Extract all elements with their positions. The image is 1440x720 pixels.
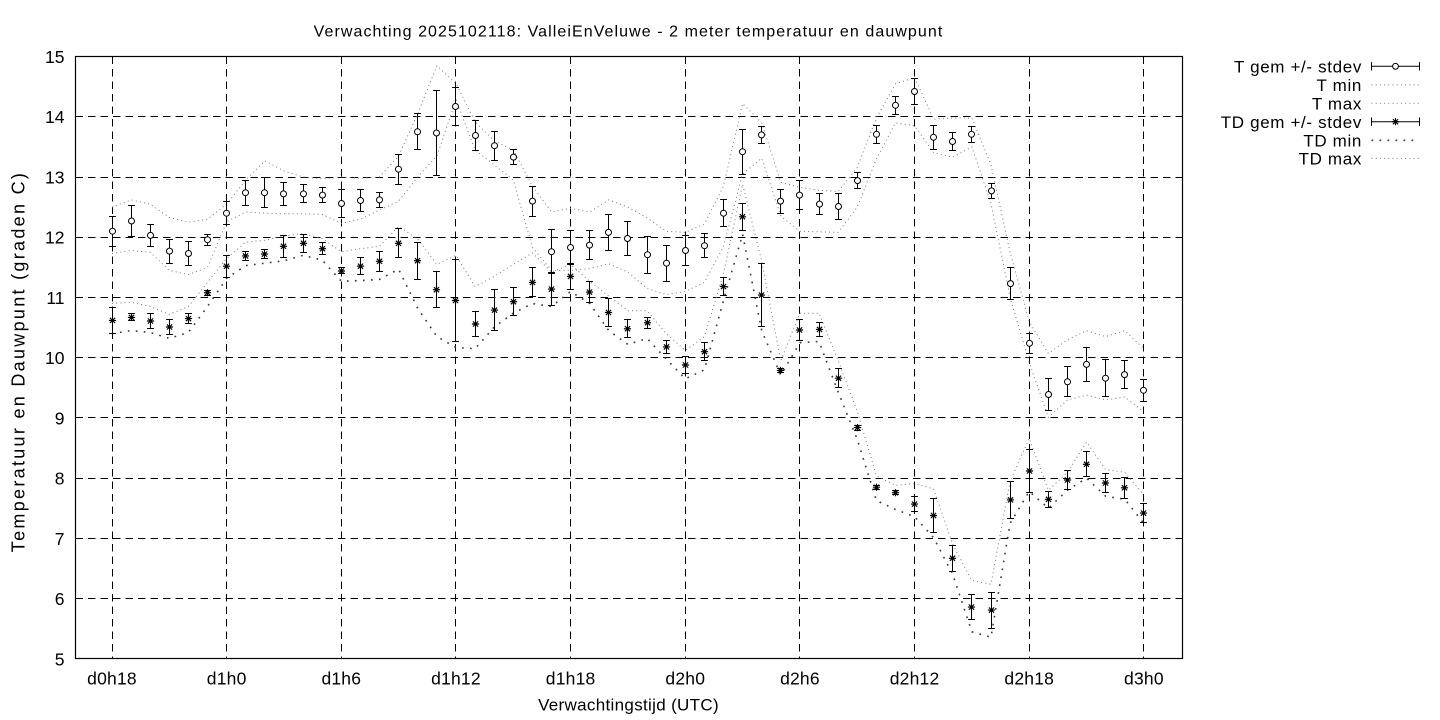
svg-text:d2h12: d2h12 bbox=[890, 669, 940, 689]
svg-text:TD gem +/- stdev: TD gem +/- stdev bbox=[1221, 113, 1362, 132]
svg-text:Verwachtingstijd (UTC): Verwachtingstijd (UTC) bbox=[538, 696, 719, 715]
svg-text:d2h0: d2h0 bbox=[665, 669, 705, 689]
svg-text:14: 14 bbox=[45, 107, 65, 127]
svg-text:11: 11 bbox=[46, 288, 64, 308]
svg-text:d0h18: d0h18 bbox=[87, 669, 137, 689]
svg-text:TD max: TD max bbox=[1299, 150, 1362, 169]
svg-text:Temperatuur en Dauwpunt (grade: Temperatuur en Dauwpunt (graden C) bbox=[9, 171, 29, 552]
svg-text:d2h6: d2h6 bbox=[780, 669, 820, 689]
svg-text:d1h18: d1h18 bbox=[546, 669, 596, 689]
svg-text:10: 10 bbox=[45, 348, 65, 368]
svg-text:T max: T max bbox=[1312, 95, 1362, 114]
svg-text:d1h12: d1h12 bbox=[431, 669, 481, 689]
svg-text:d3h0: d3h0 bbox=[1124, 669, 1164, 689]
svg-text:TD min: TD min bbox=[1303, 132, 1362, 151]
svg-text:7: 7 bbox=[55, 529, 65, 549]
svg-text:T gem +/- stdev: T gem +/- stdev bbox=[1234, 58, 1362, 77]
svg-text:6: 6 bbox=[55, 589, 65, 609]
svg-text:Verwachting 2025102118: Vallei: Verwachting 2025102118: ValleiEnVeluwe -… bbox=[314, 24, 944, 41]
svg-text:T min: T min bbox=[1317, 76, 1362, 95]
svg-text:12: 12 bbox=[45, 228, 64, 248]
svg-text:13: 13 bbox=[45, 167, 64, 187]
svg-text:5: 5 bbox=[55, 649, 65, 669]
svg-text:8: 8 bbox=[55, 469, 65, 489]
svg-text:d1h6: d1h6 bbox=[321, 669, 361, 689]
svg-text:d1h0: d1h0 bbox=[207, 669, 247, 689]
svg-text:d2h18: d2h18 bbox=[1004, 669, 1054, 689]
svg-text:9: 9 bbox=[55, 408, 65, 428]
svg-text:15: 15 bbox=[45, 47, 64, 67]
